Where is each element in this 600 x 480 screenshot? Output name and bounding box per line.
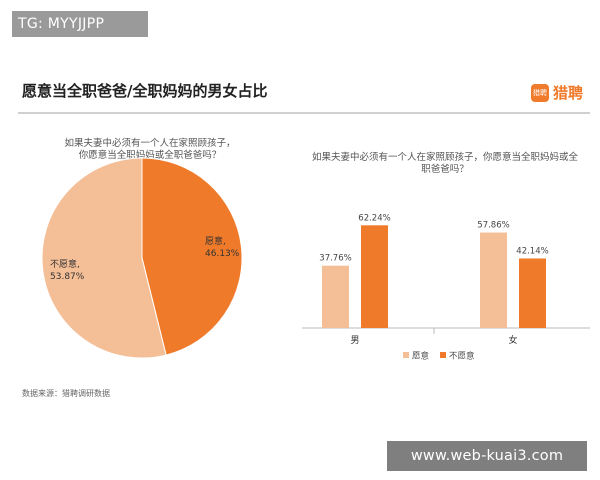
watermark-top: TG: MYYJJPP (12, 11, 148, 37)
bar-unwilling (519, 258, 546, 328)
x-tick-label: 男 (350, 335, 359, 346)
pie-slice-label: 不愿意, (50, 258, 80, 270)
bar-value-label: 37.76% (319, 254, 351, 264)
legend-label: 愿意 (412, 351, 429, 362)
brand-logo: 猎聘 猎聘 (531, 82, 583, 103)
bar-willing (322, 265, 349, 328)
pie-slice (141, 157, 243, 356)
pie-chart-title: 如果夫妻中必须有一个人在家照顾孩子，你愿意当全职妈妈或全职爸爸吗？ (64, 138, 236, 161)
title-divider (18, 112, 590, 114)
bar-value-label: 62.24% (358, 213, 390, 223)
logo-text: 猎聘 (553, 84, 584, 102)
pie-slice (41, 157, 167, 359)
legend-swatch (403, 352, 409, 358)
bar-value-label: 57.86% (477, 221, 509, 231)
x-tick-label: 女 (508, 334, 517, 346)
bar-value-label: 42.14% (516, 246, 548, 256)
source-note: 数据来源：猎聘调研数据 (22, 389, 110, 398)
logo-icon: 猎聘 (531, 83, 549, 102)
watermark-bottom: www.web-kuai3.com (387, 441, 587, 471)
bar-chart-title: 如果夫妻中必须有一个人在家照顾孩子，你愿意当全职妈妈或全职爸爸吗？ (311, 152, 578, 175)
legend-swatch (440, 352, 446, 358)
pie-slice-value: 46.13% (205, 249, 240, 259)
pie-slice-label: 愿意, (205, 235, 226, 247)
pie-slice-value: 53.87% (50, 272, 85, 282)
page-title: 愿意当全职爸爸/全职妈妈的男女占比 (22, 82, 268, 100)
bar-unwilling (361, 225, 388, 328)
legend-label: 不愿意 (449, 351, 475, 362)
bar-willing (480, 232, 507, 328)
